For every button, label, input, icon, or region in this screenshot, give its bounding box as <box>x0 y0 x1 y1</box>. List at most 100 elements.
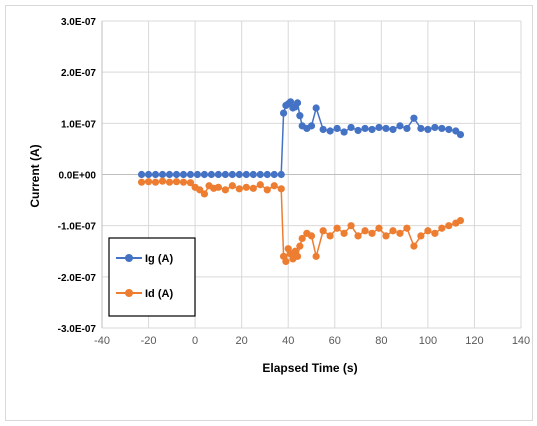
data-point <box>333 124 341 133</box>
data-point <box>361 124 369 133</box>
data-point <box>179 178 188 186</box>
data-point <box>326 232 334 240</box>
data-point <box>296 242 304 250</box>
data-point <box>375 123 383 132</box>
data-point <box>158 177 167 185</box>
data-point <box>263 170 271 179</box>
data-point <box>286 98 295 106</box>
data-point <box>200 190 209 198</box>
data-point <box>282 257 290 266</box>
data-point <box>186 170 195 179</box>
x-axis-title: Elapsed Time (s) <box>262 361 357 375</box>
data-point <box>242 183 250 191</box>
y-tick-label: 1.0E-07 <box>61 119 96 130</box>
data-point <box>249 170 257 179</box>
data-point <box>172 170 181 179</box>
data-point <box>382 232 390 240</box>
data-point <box>296 112 304 120</box>
data-point <box>340 128 348 136</box>
data-point <box>403 224 411 232</box>
data-point <box>319 125 327 134</box>
data-point <box>438 124 446 133</box>
y-tick-label: -3.0E-07 <box>58 324 97 335</box>
data-point <box>137 170 146 179</box>
data-point <box>249 184 257 192</box>
data-point <box>144 170 153 179</box>
data-point <box>438 224 446 232</box>
data-point <box>179 170 188 179</box>
data-point <box>256 170 264 179</box>
data-point <box>228 170 236 179</box>
data-point <box>333 224 341 232</box>
data-point <box>319 227 327 235</box>
data-point <box>186 179 195 187</box>
x-tick-label: 40 <box>282 335 294 347</box>
data-point <box>312 104 320 112</box>
data-point <box>403 124 411 133</box>
data-point <box>165 170 174 179</box>
x-tick-label: 140 <box>512 335 530 347</box>
tick-labels: -40 -20 0 20 40 60 80 100 120 140 3.0E-07 2.0E-07 1.… <box>58 17 531 347</box>
data-point <box>158 170 167 179</box>
data-point <box>445 125 453 134</box>
data-point <box>196 186 204 194</box>
data-point <box>144 178 153 186</box>
data-point <box>389 125 397 134</box>
data-point <box>207 170 216 179</box>
y-tick-label: 2.0E-07 <box>61 68 96 79</box>
legend-id-marker <box>125 289 133 297</box>
data-point <box>307 122 316 130</box>
data-point <box>347 123 355 132</box>
x-tick-label: 100 <box>419 335 437 347</box>
data-point <box>424 227 432 235</box>
data-point <box>151 170 160 179</box>
legend-box <box>108 237 196 317</box>
data-point <box>389 227 397 235</box>
data-point <box>228 182 236 190</box>
data-point <box>382 124 390 133</box>
data-point <box>354 232 362 240</box>
x-tick-label: 0 <box>192 335 198 347</box>
data-point <box>221 170 229 179</box>
scatter-chart: -40 -20 0 20 40 60 80 100 120 140 3.0E-07 2.0E-07 1.… <box>28 17 531 375</box>
data-point <box>137 178 146 186</box>
data-point <box>200 170 209 179</box>
data-point <box>277 170 285 179</box>
x-tick-label: 60 <box>329 335 341 347</box>
series-id <box>137 177 465 266</box>
legend-ig-marker <box>125 254 133 262</box>
series-ig <box>137 98 465 179</box>
legend: Ig (A) Id (A) <box>108 237 196 317</box>
x-tick-label: 20 <box>236 335 248 347</box>
data-point <box>172 178 181 186</box>
data-point <box>354 126 362 135</box>
y-tick-label: 0.0E+00 <box>58 171 96 182</box>
data-point <box>424 125 432 134</box>
data-point <box>165 178 174 186</box>
data-point <box>277 185 285 193</box>
x-tick-label: -40 <box>94 335 110 347</box>
data-point <box>347 222 355 230</box>
legend-ig-label: Ig (A) <box>145 253 173 265</box>
data-point <box>410 242 418 250</box>
legend-id-label: Id (A) <box>145 288 173 300</box>
data-point <box>235 185 243 193</box>
y-tick-label: -1.0E-07 <box>58 222 97 233</box>
data-point <box>417 124 425 133</box>
data-point <box>151 178 160 186</box>
data-point <box>396 229 404 237</box>
data-point <box>263 186 271 194</box>
data-point <box>214 183 222 191</box>
data-point <box>368 125 376 134</box>
data-point <box>270 170 278 179</box>
data-point <box>456 130 465 139</box>
y-axis-title: Current (A) <box>28 144 42 207</box>
chart-frame: -40 -20 0 20 40 60 80 100 120 140 3.0E-07 2.0E-07 1.… <box>5 5 533 421</box>
data-point <box>293 99 302 107</box>
data-point <box>368 229 376 237</box>
data-point <box>312 252 320 260</box>
data-point <box>298 234 306 243</box>
data-point <box>242 170 250 179</box>
data-point <box>431 123 439 132</box>
data-point <box>256 181 264 189</box>
